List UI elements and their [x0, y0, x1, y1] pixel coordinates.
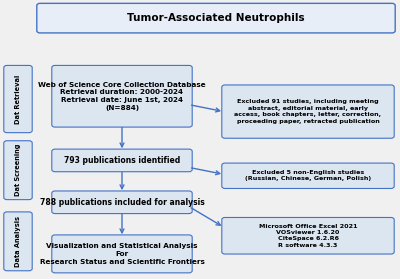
- FancyBboxPatch shape: [4, 66, 32, 133]
- FancyBboxPatch shape: [52, 191, 192, 214]
- Text: Dat Screening: Dat Screening: [15, 144, 21, 196]
- FancyBboxPatch shape: [222, 163, 394, 189]
- Text: Dat Retrieval: Dat Retrieval: [15, 74, 21, 124]
- FancyBboxPatch shape: [4, 212, 32, 271]
- Text: Excluded 91 studies, including meeting
abstract, editorial material, early
acces: Excluded 91 studies, including meeting a…: [234, 100, 382, 124]
- FancyBboxPatch shape: [37, 3, 395, 33]
- Text: Microsoft Office Excel 2021
VOSviewer 1.6.20
CiteSpace 6.2.R6
R software 4.3.3: Microsoft Office Excel 2021 VOSviewer 1.…: [259, 224, 357, 248]
- Text: Web of Science Core Collection Database
Retrieval duration: 2000-2024
Retrieval : Web of Science Core Collection Database …: [38, 82, 206, 111]
- Text: 788 publications included for analysis: 788 publications included for analysis: [40, 198, 204, 207]
- Text: 793 publications identified: 793 publications identified: [64, 156, 180, 165]
- FancyBboxPatch shape: [52, 66, 192, 127]
- FancyBboxPatch shape: [4, 141, 32, 200]
- FancyBboxPatch shape: [222, 218, 394, 254]
- FancyBboxPatch shape: [52, 235, 192, 273]
- Text: Excluded 5 non-English studies
(Russian, Chinese, German, Polish): Excluded 5 non-English studies (Russian,…: [245, 170, 371, 181]
- Text: Data Analysis: Data Analysis: [15, 216, 21, 267]
- FancyBboxPatch shape: [222, 85, 394, 138]
- FancyBboxPatch shape: [52, 149, 192, 172]
- Text: Visualization and Statistical Analysis
For
Research Status and Scientific Fronti: Visualization and Statistical Analysis F…: [40, 243, 204, 265]
- Text: Tumor-Associated Neutrophils: Tumor-Associated Neutrophils: [127, 13, 305, 23]
